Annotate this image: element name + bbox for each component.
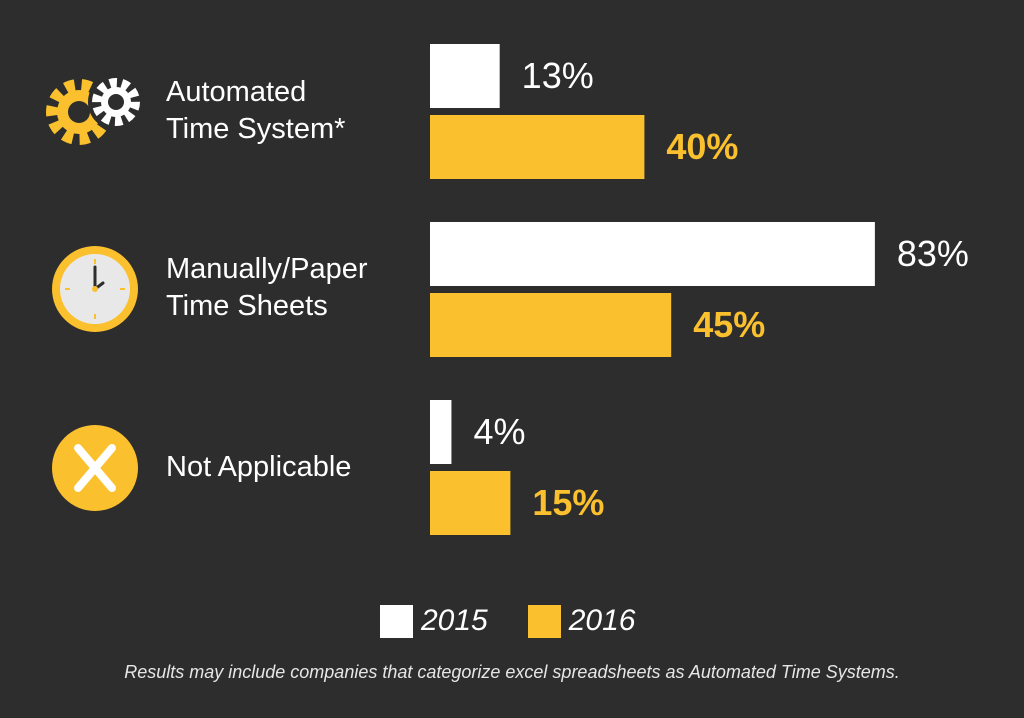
- legend-swatch-2016: [527, 604, 561, 638]
- legend-label-2015: 2015: [421, 604, 488, 637]
- bar-2016-1: [430, 115, 645, 179]
- footnote: Results may include companies that categ…: [124, 662, 900, 682]
- bar-2015-2: [430, 222, 875, 286]
- bar-2015-3: [430, 400, 452, 464]
- bar-2016-3: [430, 471, 511, 535]
- legend: 2015 2016: [380, 604, 676, 638]
- category-label-automated: Automated Time System*: [166, 76, 346, 145]
- gears-icon: [46, 74, 144, 145]
- data-label-2015-3: 4%: [473, 411, 525, 452]
- data-label-2016-1: 40%: [666, 126, 738, 167]
- category-label-manual: Manually/Paper Time Sheets: [166, 253, 368, 322]
- bars-group: 13% 83% 4% 40% 45% 15%: [430, 44, 969, 535]
- bar-2016-2: [430, 293, 672, 357]
- legend-label-2016: 2016: [568, 604, 636, 637]
- category-label-not-applicable: Not Applicable: [166, 451, 352, 483]
- data-label-2015-1: 13%: [522, 55, 594, 96]
- legend-swatch-2015: [380, 604, 413, 638]
- clock-icon: [52, 246, 138, 332]
- data-label-2016-2: 45%: [693, 304, 765, 345]
- data-label-2015-2: 83%: [897, 233, 969, 274]
- data-label-2016-3: 15%: [532, 482, 604, 523]
- x-circle-icon: [52, 425, 138, 511]
- bar-2015-1: [430, 44, 500, 108]
